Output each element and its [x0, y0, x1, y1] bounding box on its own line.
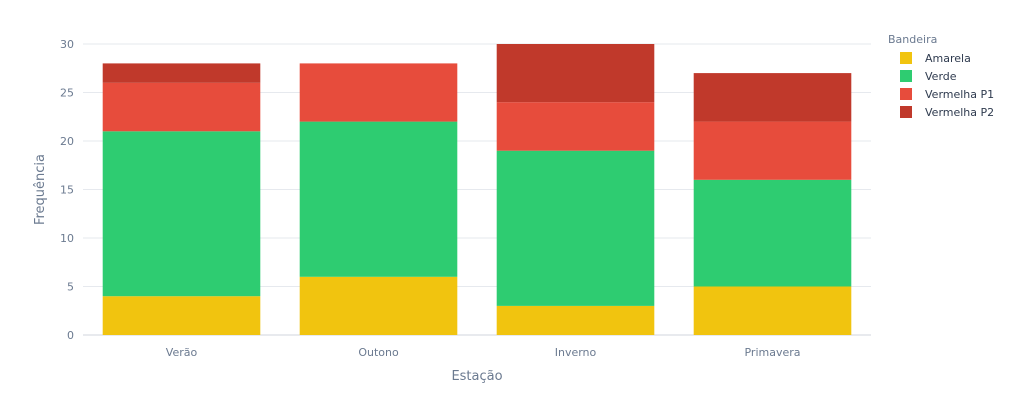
bar-segment	[299, 63, 458, 122]
legend-label: Vermelha P2	[925, 106, 994, 119]
y-tick-label: 0	[67, 329, 74, 342]
x-axis: Verão Outono Inverno Primavera	[166, 346, 801, 359]
legend-label: Vermelha P1	[925, 88, 994, 101]
bar-segment	[693, 286, 852, 335]
legend-label: Amarela	[925, 52, 971, 65]
y-tick-label: 10	[60, 232, 74, 245]
bar-segment	[102, 82, 261, 132]
y-tick-label: 20	[60, 135, 74, 148]
x-tick-label: Outono	[358, 346, 399, 359]
bar-segment	[496, 305, 655, 335]
bar-segment	[102, 131, 261, 297]
y-tick-label: 25	[60, 87, 74, 100]
y-axis: 0 5 10 15 20 25 30	[60, 38, 74, 342]
bar-segment	[693, 179, 852, 287]
legend-swatch	[900, 88, 912, 100]
legend-label: Verde	[925, 70, 957, 83]
bars	[102, 44, 852, 335]
bar-segment	[102, 63, 261, 83]
x-tick-label: Inverno	[555, 346, 597, 359]
y-tick-label: 30	[60, 38, 74, 51]
legend-swatch	[900, 52, 912, 64]
y-tick-label: 15	[60, 184, 74, 197]
bar-segment	[299, 276, 458, 335]
legend: Bandeira Amarela Verde Vermelha P1 Vermelha…	[888, 33, 994, 119]
bar-segment	[496, 150, 655, 306]
bar-segment	[496, 102, 655, 151]
x-axis-title: Estação	[451, 369, 502, 384]
x-tick-label: Verão	[166, 346, 198, 359]
y-tick-label: 5	[67, 281, 74, 294]
bar-segment	[693, 73, 852, 122]
legend-swatch	[900, 70, 912, 82]
x-tick-label: Primavera	[744, 346, 800, 359]
y-axis-title: Frequência	[33, 154, 48, 225]
bar-segment	[299, 121, 458, 277]
bar-segment	[496, 44, 655, 103]
bar-segment	[693, 121, 852, 180]
legend-title: Bandeira	[888, 33, 937, 46]
bar-segment	[102, 296, 261, 335]
legend-swatch	[900, 106, 912, 118]
